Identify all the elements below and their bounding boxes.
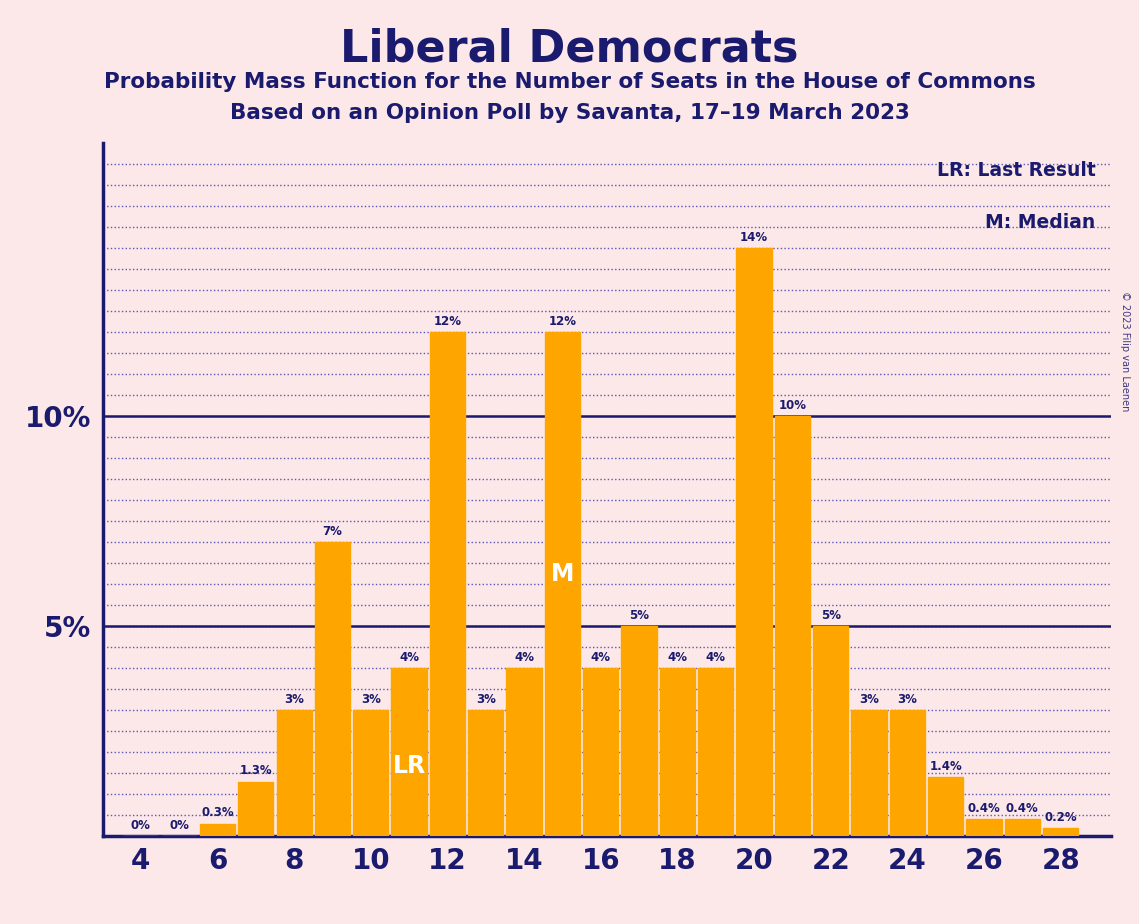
Text: 5%: 5% [821, 609, 841, 622]
Text: 4%: 4% [706, 651, 726, 664]
Text: © 2023 Filip van Laenen: © 2023 Filip van Laenen [1120, 291, 1130, 411]
Text: 1.3%: 1.3% [239, 764, 272, 777]
Text: 4%: 4% [591, 651, 611, 664]
Text: 7%: 7% [322, 525, 343, 538]
Text: Liberal Democrats: Liberal Democrats [341, 28, 798, 71]
Bar [890, 711, 925, 836]
Text: 0.4%: 0.4% [1006, 802, 1039, 815]
Bar [199, 823, 235, 836]
Bar [737, 249, 772, 836]
Text: 0%: 0% [131, 819, 150, 832]
Text: 0%: 0% [170, 819, 189, 832]
Text: LR: Last Result: LR: Last Result [936, 161, 1096, 179]
Text: 0.3%: 0.3% [202, 807, 233, 820]
Text: M: M [551, 562, 574, 586]
Bar [507, 668, 542, 836]
Text: 14%: 14% [740, 231, 768, 244]
Bar [314, 542, 350, 836]
Text: LR: LR [393, 754, 426, 778]
Bar [468, 711, 503, 836]
Bar [353, 711, 388, 836]
Bar [392, 668, 427, 836]
Text: 4%: 4% [399, 651, 419, 664]
Bar [429, 333, 465, 836]
Bar [583, 668, 618, 836]
Text: Probability Mass Function for the Number of Seats in the House of Commons: Probability Mass Function for the Number… [104, 72, 1035, 92]
Text: 10%: 10% [778, 399, 806, 412]
Bar [966, 820, 1001, 836]
Bar [238, 782, 273, 836]
Text: 12%: 12% [549, 315, 576, 328]
Bar [1005, 820, 1040, 836]
Bar [1043, 828, 1079, 836]
Text: 3%: 3% [476, 693, 495, 706]
Text: 3%: 3% [898, 693, 917, 706]
Bar [775, 416, 810, 836]
Text: 0.4%: 0.4% [968, 802, 1000, 815]
Text: 4%: 4% [667, 651, 688, 664]
Bar [852, 711, 886, 836]
Bar [544, 333, 580, 836]
Text: Based on an Opinion Poll by Savanta, 17–19 March 2023: Based on an Opinion Poll by Savanta, 17–… [230, 103, 909, 124]
Text: 1.4%: 1.4% [929, 760, 962, 773]
Bar [277, 711, 312, 836]
Text: 3%: 3% [361, 693, 380, 706]
Text: 3%: 3% [285, 693, 304, 706]
Bar [698, 668, 734, 836]
Bar [928, 777, 964, 836]
Text: 4%: 4% [514, 651, 534, 664]
Text: 0.2%: 0.2% [1044, 810, 1077, 823]
Text: 12%: 12% [434, 315, 461, 328]
Bar [813, 626, 849, 836]
Text: 3%: 3% [859, 693, 879, 706]
Bar [659, 668, 695, 836]
Bar [622, 626, 657, 836]
Text: M: Median: M: Median [985, 213, 1096, 232]
Text: 5%: 5% [629, 609, 649, 622]
